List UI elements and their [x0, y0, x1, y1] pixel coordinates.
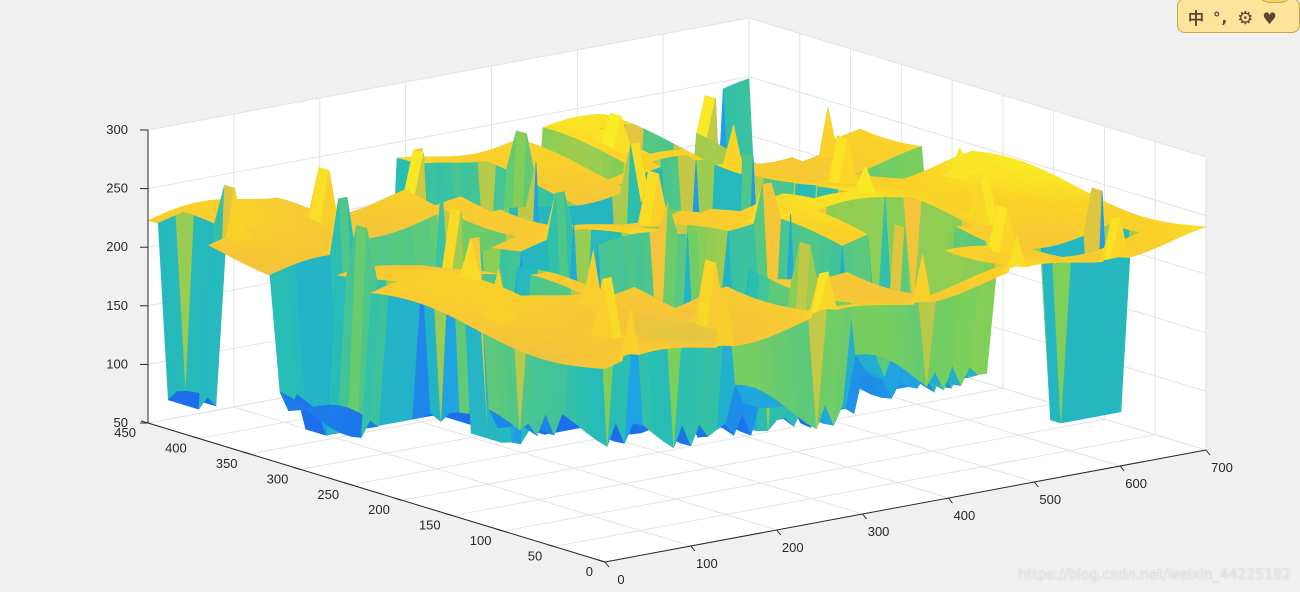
x-tick-mark: [604, 561, 610, 568]
x-tick-label: 600: [1125, 476, 1147, 491]
grid-line-z: [748, 17, 1207, 158]
z-tick-label: 100: [106, 356, 128, 371]
ime-toolbar[interactable]: 中 °, ⚙ ♥: [1177, 0, 1300, 33]
x-tick-label: 700: [1211, 460, 1233, 475]
y-tick-mark: [343, 482, 352, 486]
z-tick-label: 200: [106, 239, 128, 254]
x-tick-label: 0: [617, 572, 624, 587]
y-tick-label: 350: [216, 456, 238, 471]
ime-char-toggle[interactable]: 中: [1188, 8, 1205, 28]
y-tick-mark: [293, 466, 301, 470]
tick-labels: 0 100 200 300 400 500 600 700 0 50 100 150 200 250 300…: [106, 122, 1233, 587]
y-axis-line: [147, 422, 606, 563]
ime-punctuation-toggle[interactable]: °,: [1213, 9, 1229, 27]
y-tick-mark: [242, 451, 250, 455]
x-tick-label: 300: [868, 524, 890, 539]
y-tick-label: 50: [528, 549, 542, 564]
x-tick-mark: [690, 545, 696, 552]
y-tick-label: 200: [368, 502, 390, 517]
x-tick-mark: [1119, 465, 1125, 472]
x-tick-mark: [862, 513, 867, 520]
grid-line-z: [147, 76, 750, 190]
x-tick-label: 500: [1039, 492, 1061, 507]
surface-plot: [147, 78, 1207, 449]
y-tick-label: 0: [586, 564, 593, 579]
grid-line-y: [452, 403, 1054, 517]
x-tick-label: 200: [782, 540, 804, 555]
y-tick-mark: [394, 497, 403, 501]
heart-icon[interactable]: ♥: [1262, 8, 1277, 28]
y-tick-mark: [597, 559, 606, 563]
y-tick-mark: [445, 513, 453, 517]
z-tick-label: 250: [106, 181, 128, 196]
gear-icon[interactable]: ⚙: [1237, 7, 1254, 29]
grid-line-y: [554, 434, 1156, 548]
x-tick-mark: [948, 497, 953, 504]
z-tick-label: 150: [106, 298, 128, 313]
x-tick-mark: [776, 529, 782, 536]
surface-patch: [594, 363, 614, 369]
mascot-icon: [1257, 0, 1293, 3]
grid-line-z: [748, 76, 1207, 217]
y-tick-mark: [496, 528, 504, 532]
z-tick-label: 300: [106, 122, 128, 137]
axes-edges: [140, 129, 1211, 568]
y-tick-label: 400: [165, 440, 187, 455]
y-tick-mark: [191, 435, 199, 439]
z-tick-label: 50: [114, 415, 128, 430]
x-tick-mark: [1205, 449, 1211, 456]
x-tick-label: 100: [696, 556, 718, 571]
grid-line-y: [503, 418, 1105, 532]
y-tick-label: 150: [419, 518, 441, 533]
y-tick-label: 100: [470, 533, 492, 548]
y-tick-label: 450: [114, 425, 136, 440]
x-axis-line: [604, 449, 1207, 563]
watermark: https://blog.csdn.net/weixin_44225182: [1017, 567, 1291, 583]
y-tick-label: 300: [267, 471, 289, 486]
y-tick-mark: [547, 544, 555, 548]
x-tick-mark: [1033, 481, 1039, 488]
grid-line-y: [401, 387, 1003, 501]
y-tick-label: 250: [317, 487, 339, 502]
x-tick-label: 400: [954, 508, 976, 523]
grid-line-z: [147, 17, 750, 131]
